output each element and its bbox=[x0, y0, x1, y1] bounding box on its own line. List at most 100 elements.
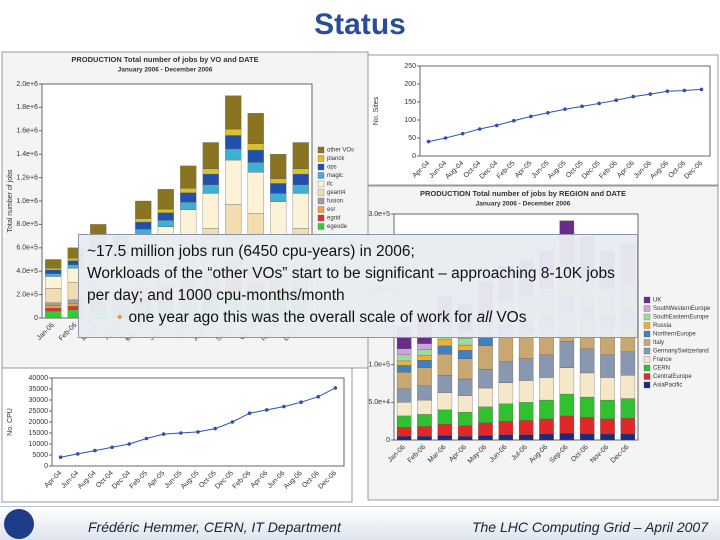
y-tick-label: 0 bbox=[34, 315, 38, 322]
point bbox=[144, 436, 149, 441]
bar-segment bbox=[270, 201, 287, 235]
bar-segment bbox=[600, 433, 615, 441]
legend-label: magic bbox=[327, 173, 343, 179]
point bbox=[614, 98, 618, 102]
point bbox=[316, 394, 321, 399]
bar-segment bbox=[559, 415, 575, 434]
point bbox=[682, 88, 687, 93]
bar-segment bbox=[437, 345, 453, 355]
legend-label: esr bbox=[327, 207, 335, 213]
point bbox=[460, 131, 465, 136]
bar-segment bbox=[620, 351, 636, 376]
point bbox=[580, 104, 584, 109]
bar-segment bbox=[396, 372, 412, 389]
legend-label: CERN bbox=[653, 366, 670, 372]
y-axis-label: No. CPU bbox=[7, 408, 14, 436]
bar-segment bbox=[292, 168, 309, 175]
legend-swatch bbox=[317, 163, 325, 171]
y-tick-label: 200 bbox=[404, 81, 416, 88]
legend-label: egrid bbox=[327, 216, 340, 222]
legend-swatch bbox=[317, 155, 325, 162]
bullet-emphasis: all bbox=[476, 309, 493, 326]
legend-swatch bbox=[643, 322, 651, 329]
bar-segment bbox=[396, 354, 412, 362]
bar-segment bbox=[180, 202, 197, 210]
bar-segment bbox=[600, 377, 615, 401]
legend-label: geant4 bbox=[327, 190, 346, 196]
point bbox=[563, 107, 567, 111]
point bbox=[648, 92, 653, 96]
bar-segment bbox=[620, 433, 636, 441]
legend-swatch bbox=[643, 356, 651, 363]
point bbox=[546, 111, 550, 115]
point bbox=[443, 136, 448, 140]
y-tick-label: 10000 bbox=[29, 441, 49, 448]
bar-segment bbox=[559, 341, 575, 368]
y-tick-label: 2.0e+6 bbox=[16, 81, 38, 88]
point bbox=[665, 89, 670, 93]
bullet-text: VOs bbox=[492, 309, 527, 326]
text-line: Workloads of the “other VOs” start to be… bbox=[87, 265, 615, 304]
legend-swatch bbox=[317, 223, 325, 230]
bar-segment bbox=[292, 193, 309, 229]
bar-segment bbox=[539, 377, 554, 401]
bar-segment bbox=[478, 387, 493, 408]
point bbox=[477, 127, 482, 131]
y-tick-label: 0 bbox=[412, 153, 416, 160]
bar-segment bbox=[579, 433, 595, 441]
point bbox=[247, 411, 252, 416]
bar-segment bbox=[292, 184, 309, 194]
bar-segment bbox=[396, 348, 412, 356]
bar-segment bbox=[247, 149, 264, 163]
bar-segment bbox=[457, 350, 473, 359]
logo bbox=[4, 509, 34, 539]
bar-segment bbox=[292, 142, 309, 169]
point bbox=[494, 123, 499, 128]
bar-segment bbox=[518, 420, 534, 435]
legend-label: Italy bbox=[653, 340, 664, 346]
bar-segment bbox=[45, 305, 62, 309]
bar-segment bbox=[437, 409, 453, 425]
footer-right: The LHC Computing Grid – April 2007 bbox=[471, 519, 708, 535]
bar-segment bbox=[478, 369, 493, 389]
bar-segment bbox=[457, 395, 473, 413]
bar-segment bbox=[202, 168, 219, 175]
bar-segment bbox=[180, 187, 197, 193]
point bbox=[282, 404, 286, 409]
y-tick-label: 5000 bbox=[32, 452, 48, 459]
legend-label: GermanySwitzerland bbox=[653, 349, 709, 355]
point bbox=[426, 139, 431, 144]
y-tick-label: 8.0e+5 bbox=[16, 221, 38, 228]
bar-segment bbox=[498, 382, 514, 404]
bar-segment bbox=[225, 128, 242, 136]
legend-swatch bbox=[317, 214, 325, 222]
legend-swatch bbox=[643, 339, 651, 346]
bar-segment bbox=[396, 365, 412, 373]
legend-label: ilc bbox=[327, 182, 333, 188]
point bbox=[75, 452, 80, 456]
legend-swatch bbox=[643, 330, 651, 338]
bar-segment bbox=[478, 345, 493, 370]
bar-segment bbox=[620, 375, 636, 399]
y-tick-label: 1.8e+6 bbox=[16, 104, 38, 111]
bar-segment bbox=[45, 268, 62, 271]
bar-segment bbox=[225, 159, 242, 205]
bar-segment bbox=[579, 417, 595, 435]
bar-segment bbox=[417, 436, 432, 441]
bar-segment bbox=[559, 393, 575, 417]
y-tick-label: 5.0e+4 bbox=[368, 399, 390, 406]
bar-segment bbox=[202, 193, 219, 229]
bar-segment bbox=[417, 355, 432, 361]
bar-segment bbox=[225, 135, 242, 150]
chart: No. CPU 0 5000 10000 15000 20000 25000 30000 350… bbox=[1, 367, 353, 503]
bar-segment bbox=[498, 434, 514, 441]
y-tick-label: 100 bbox=[404, 117, 416, 124]
bar-segment bbox=[539, 418, 554, 435]
legend-swatch bbox=[643, 305, 651, 312]
bar-segment bbox=[498, 403, 514, 422]
bar-segment bbox=[396, 415, 412, 428]
legend-swatch bbox=[643, 364, 651, 372]
point bbox=[699, 87, 704, 92]
y-tick-label: 4.0e+5 bbox=[16, 268, 38, 275]
